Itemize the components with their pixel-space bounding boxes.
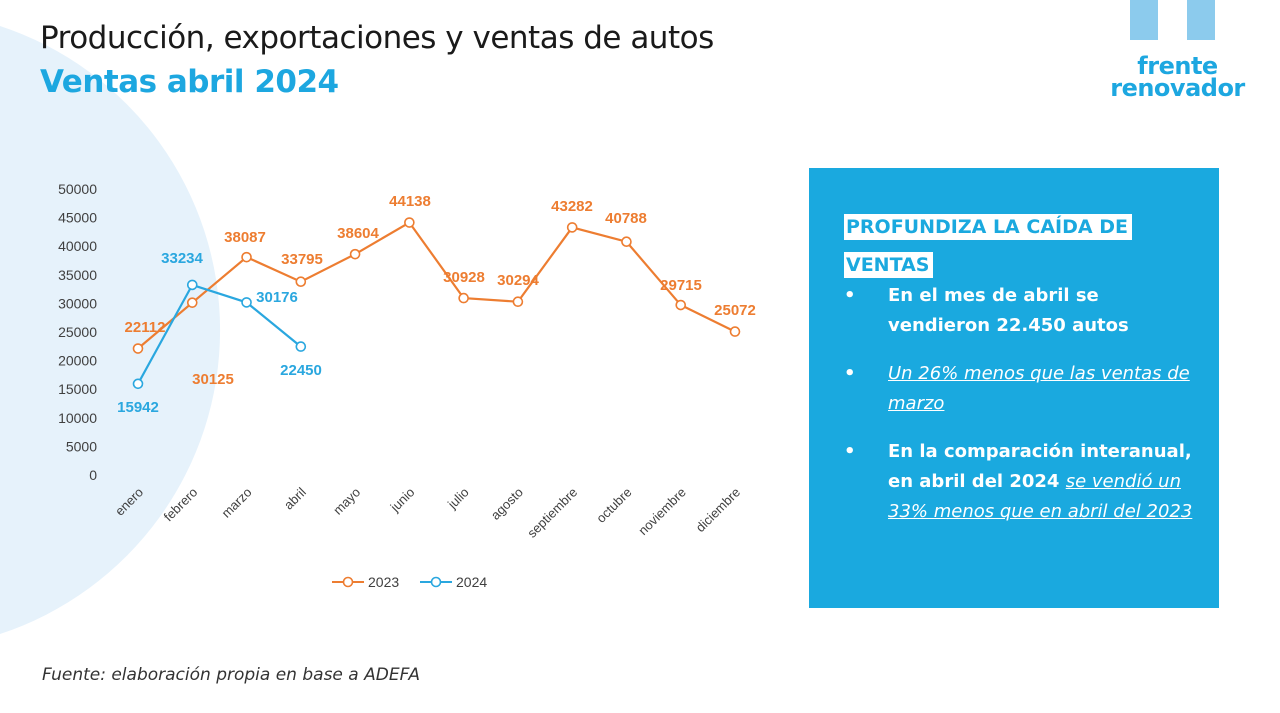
legend-label: 2024 [456, 574, 487, 590]
data-label: 22450 [280, 362, 322, 379]
data-point [512, 296, 524, 308]
bullet-item: En el mes de abril se vendieron 22.450 a… [844, 281, 1204, 341]
legend-marker [342, 576, 354, 588]
x-tick-label: diciembre [693, 485, 743, 535]
y-tick-label: 20000 [58, 353, 97, 369]
info-bullets: En el mes de abril se vendieron 22.450 a… [844, 281, 1204, 545]
logo-text-line2: renovador [1110, 74, 1245, 102]
data-point [729, 326, 741, 337]
data-point [349, 248, 361, 260]
y-tick-label: 5000 [66, 438, 97, 454]
x-tick-label: marzo [219, 485, 255, 521]
y-tick-label: 15000 [58, 381, 97, 397]
data-label: 38087 [224, 229, 266, 246]
data-point [404, 217, 415, 228]
data-point [295, 276, 307, 287]
source-note: Fuente: elaboración propia en base a ADE… [42, 665, 420, 685]
data-label: 43282 [551, 198, 593, 215]
legend-marker [430, 576, 442, 588]
info-heading-text: PROFUNDIZA LA CAÍDA DE VENTAS [844, 214, 1132, 278]
data-point [675, 299, 687, 311]
x-tick-label: febrero [161, 485, 201, 525]
data-label: 33795 [281, 251, 323, 268]
bullet-emphasis: Un 26% menos que las ventas de marzo [888, 363, 1190, 414]
x-tick-label: agosto [488, 485, 526, 523]
x-tick-label: octubre [593, 485, 634, 526]
data-point [566, 222, 578, 233]
y-tick-label: 45000 [58, 210, 97, 226]
data-label: 30125 [192, 371, 234, 388]
data-label: 33234 [161, 250, 203, 267]
data-point [621, 236, 632, 247]
y-tick-label: 0 [89, 467, 97, 483]
series-line-2023 [137, 221, 736, 350]
data-point [458, 292, 469, 304]
data-label: 44138 [389, 193, 431, 210]
y-tick-label: 30000 [58, 295, 97, 311]
background-circle [0, 26, 221, 634]
x-tick-label: noviembre [635, 485, 689, 539]
data-label: 25072 [714, 302, 756, 319]
logo-bar-left [1130, 0, 1158, 40]
x-tick-label: septiembre [524, 485, 580, 541]
data-label: 29715 [660, 277, 702, 294]
x-tick-label: mayo [330, 485, 363, 518]
bullet-item: Un 26% menos que las ventas de marzo [844, 359, 1204, 419]
bullet-item: En la comparación interanual, en abril d… [844, 437, 1204, 527]
series-line-2024 [137, 283, 302, 385]
data-point [132, 378, 144, 390]
data-label: 30928 [443, 269, 485, 286]
data-point [186, 297, 198, 308]
y-tick-label: 25000 [58, 324, 97, 340]
data-point [132, 343, 144, 354]
data-label: 38604 [337, 225, 379, 242]
data-point [295, 341, 307, 352]
data-label: 15942 [117, 399, 159, 416]
data-point [241, 251, 252, 263]
bullet-emphasis: se vendió un 33% menos que en abril del … [888, 471, 1193, 522]
frente-renovador-logo: frente renovador [1095, 0, 1260, 105]
data-label: 22112 [125, 319, 166, 336]
page-title: Producción, exportaciones y ventas de au… [40, 20, 714, 56]
bullet-text: En la comparación interanual, en abril d… [888, 441, 1192, 492]
y-tick-label: 50000 [58, 181, 97, 197]
data-point [186, 279, 198, 291]
x-tick-label: julio [444, 485, 472, 513]
info-heading: PROFUNDIZA LA CAÍDA DE VENTAS [844, 208, 1174, 284]
legend-label: 2023 [368, 574, 399, 590]
logo-bar-right [1187, 0, 1215, 40]
x-tick-label: junio [387, 485, 418, 516]
x-tick-label: abril [281, 484, 309, 512]
y-tick-label: 10000 [58, 410, 97, 426]
logo-text-line1: frente [1137, 52, 1218, 80]
y-tick-label: 35000 [58, 267, 97, 283]
page-subtitle: Ventas abril 2024 [40, 64, 339, 100]
line-chart: 0 5000 10000 15000 20000 25000 30000 35000 40000… [58, 181, 756, 590]
data-label: 30294 [497, 272, 539, 289]
data-point [241, 297, 252, 308]
y-tick-label: 40000 [58, 238, 97, 254]
background-circle-shape [0, 26, 221, 634]
x-tick-label: enero [112, 485, 146, 519]
data-label: 30176 [256, 289, 298, 306]
info-box: PROFUNDIZA LA CAÍDA DE VENTAS En el mes … [809, 168, 1219, 608]
bullet-text: En el mes de abril se vendieron 22.450 a… [888, 285, 1129, 336]
data-label: 40788 [605, 210, 647, 227]
